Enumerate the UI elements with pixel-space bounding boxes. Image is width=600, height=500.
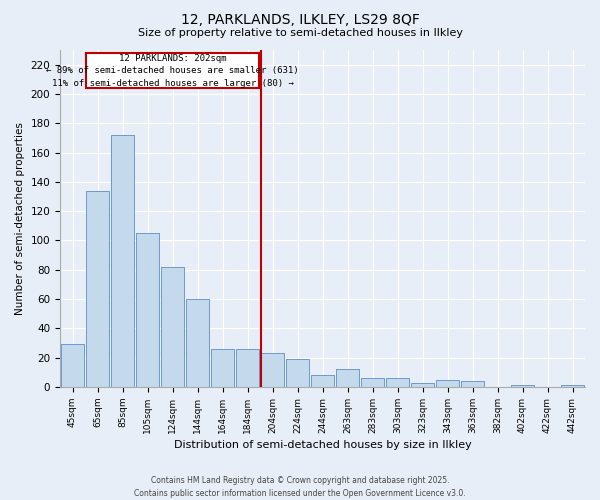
Text: 12 PARKLANDS: 202sqm
← 89% of semi-detached houses are smaller (631)
11% of semi: 12 PARKLANDS: 202sqm ← 89% of semi-detac… [46, 54, 299, 88]
FancyBboxPatch shape [86, 53, 259, 88]
Bar [461, 381, 484, 387]
Bar [560, 386, 584, 387]
Bar [61, 344, 85, 387]
Text: Size of property relative to semi-detached houses in Ilkley: Size of property relative to semi-detach… [137, 28, 463, 38]
Bar [361, 378, 385, 387]
Bar [161, 267, 184, 387]
Bar [86, 190, 109, 387]
Text: Contains HM Land Registry data © Crown copyright and database right 2025.
Contai: Contains HM Land Registry data © Crown c… [134, 476, 466, 498]
Bar [136, 233, 160, 387]
Text: 12, PARKLANDS, ILKLEY, LS29 8QF: 12, PARKLANDS, ILKLEY, LS29 8QF [181, 12, 419, 26]
Bar [311, 375, 334, 387]
Bar [335, 370, 359, 387]
Bar [436, 380, 460, 387]
Bar [410, 382, 434, 387]
Bar [236, 349, 259, 387]
Bar [185, 299, 209, 387]
Bar [260, 354, 284, 387]
Bar [211, 349, 235, 387]
X-axis label: Distribution of semi-detached houses by size in Ilkley: Distribution of semi-detached houses by … [173, 440, 472, 450]
Y-axis label: Number of semi-detached properties: Number of semi-detached properties [15, 122, 25, 315]
Bar [110, 135, 134, 387]
Bar [386, 378, 409, 387]
Bar [511, 386, 535, 387]
Bar [286, 359, 310, 387]
